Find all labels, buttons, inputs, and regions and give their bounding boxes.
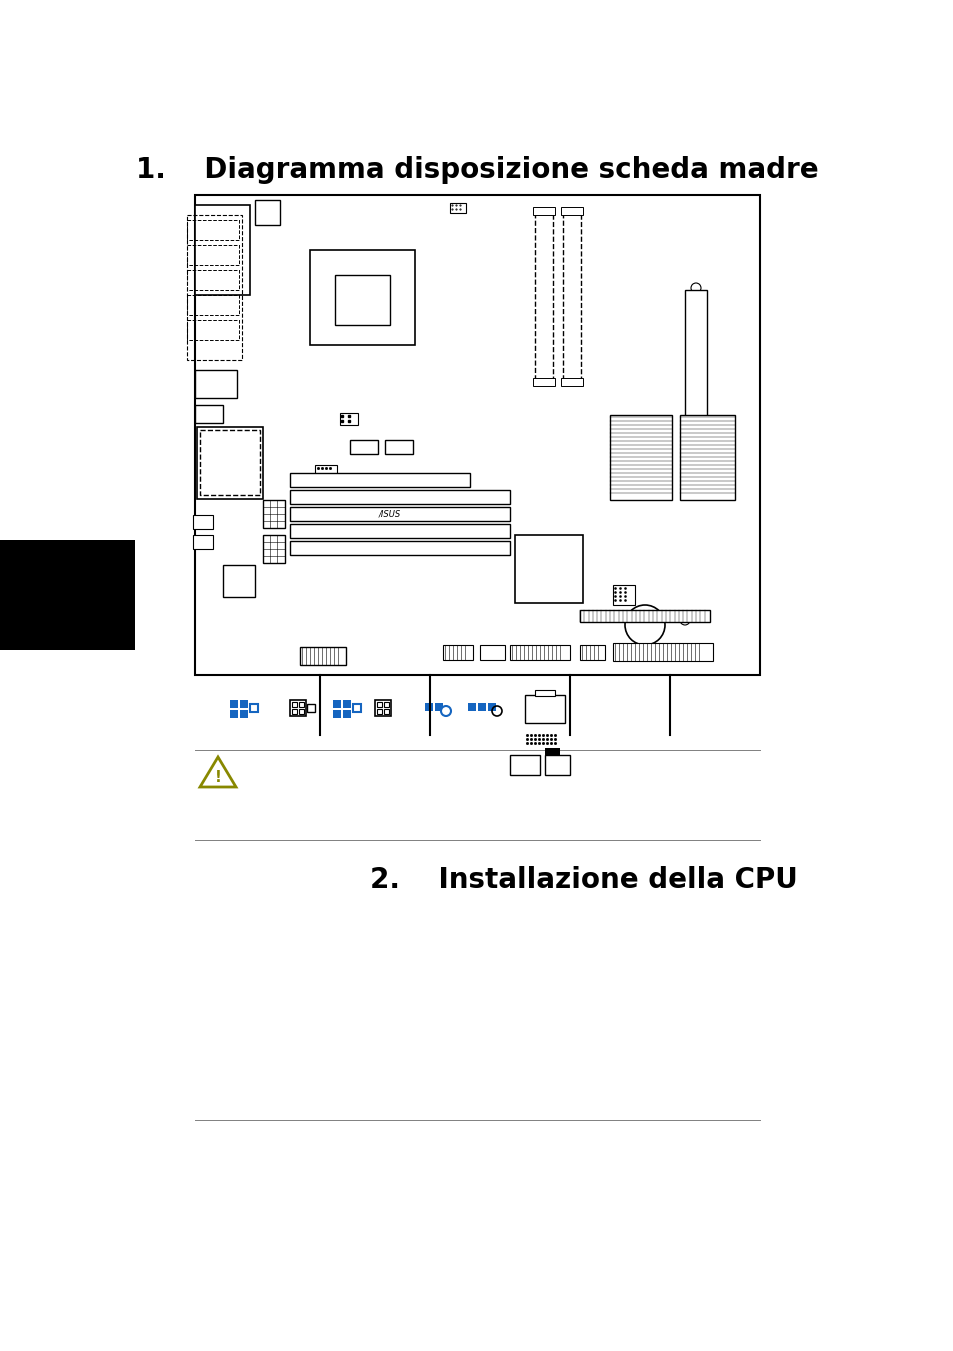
Bar [376,703,381,707]
Bar [560,378,582,386]
Circle shape [679,615,689,626]
Bar [384,703,389,707]
Bar [290,507,510,521]
Bar [488,703,496,711]
Bar [292,709,296,713]
Circle shape [690,282,700,293]
Bar [515,535,582,603]
Bar [560,207,582,215]
Bar [230,700,237,708]
Bar [579,611,709,621]
Bar [187,215,242,359]
Bar [533,207,555,215]
Bar [435,703,442,711]
Bar [613,585,635,605]
Bar [343,711,351,717]
Bar [442,644,473,661]
Bar [187,220,239,240]
Bar [424,703,433,711]
Bar [343,700,351,708]
Text: !: ! [214,770,221,785]
Bar [609,415,671,500]
Bar [223,565,254,597]
Bar [187,245,239,265]
Bar [384,709,389,713]
Bar [535,209,553,380]
Bar [254,200,280,226]
Text: /ISUS: /ISUS [378,509,400,519]
Bar [187,295,239,315]
Bar [350,440,377,454]
Bar [524,694,564,723]
Bar [510,755,539,775]
Text: 1.    Diagramma disposizione scheda madre: 1. Diagramma disposizione scheda madre [135,155,818,184]
Bar [450,203,465,213]
Bar [339,413,357,426]
Bar [194,405,223,423]
Circle shape [624,605,664,644]
Bar [263,535,285,563]
Circle shape [690,417,700,427]
Text: 2.    Installazione della CPU: 2. Installazione della CPU [370,866,797,894]
Bar [299,647,346,665]
Bar [193,515,213,530]
Bar [230,711,237,717]
Circle shape [440,707,451,716]
Bar [510,644,569,661]
Bar [679,415,734,500]
Bar [187,270,239,290]
Bar [314,465,336,484]
Bar [375,700,391,716]
Bar [263,500,285,528]
Bar [353,704,360,712]
Bar [535,690,555,696]
Bar [292,703,296,707]
Bar [240,700,248,708]
Bar [290,490,510,504]
Bar [194,370,236,399]
Bar [187,320,239,340]
Bar [298,709,304,713]
Bar [290,700,306,716]
Bar [335,276,390,326]
Bar [0,540,135,650]
Bar [562,209,580,380]
Bar [376,709,381,713]
Bar [196,427,263,499]
Bar [477,703,485,711]
Bar [194,195,760,676]
Bar [468,703,476,711]
Bar [613,643,712,661]
Bar [533,378,555,386]
Bar [310,250,415,345]
Bar [240,711,248,717]
Bar [194,205,250,295]
Bar [479,644,504,661]
Bar [307,704,314,712]
Bar [290,540,510,555]
Bar [544,748,559,757]
Bar [200,430,260,494]
Bar [298,703,304,707]
Bar [684,290,706,420]
Bar [385,440,413,454]
Bar [333,711,340,717]
Bar [579,644,604,661]
Bar [290,473,470,486]
Bar [250,704,257,712]
Bar [544,755,569,775]
Bar [290,524,510,538]
Bar [333,700,340,708]
Bar [193,535,213,549]
